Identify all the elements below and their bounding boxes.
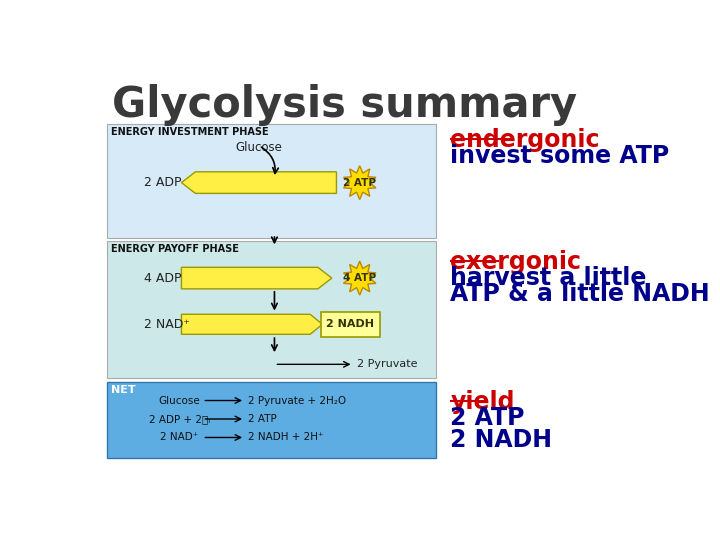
Text: 2 ADP + 2Ⓟᵢ: 2 ADP + 2Ⓟᵢ xyxy=(148,414,210,424)
Text: NET: NET xyxy=(111,385,135,395)
Text: ATP & a little NADH: ATP & a little NADH xyxy=(451,282,710,306)
Text: ENERGY PAYOFF PHASE: ENERGY PAYOFF PHASE xyxy=(111,244,239,254)
Text: yield: yield xyxy=(451,390,515,414)
Polygon shape xyxy=(181,267,332,289)
Polygon shape xyxy=(181,314,323,334)
Text: 2 ATP: 2 ATP xyxy=(343,178,376,187)
Polygon shape xyxy=(181,172,336,193)
Text: endergonic: endergonic xyxy=(451,128,600,152)
Text: Glucose: Glucose xyxy=(158,395,200,406)
Text: ENERGY INVESTMENT PHASE: ENERGY INVESTMENT PHASE xyxy=(111,127,269,137)
Text: 4 ATP: 4 ATP xyxy=(343,273,377,283)
Text: invest some ATP: invest some ATP xyxy=(451,144,670,168)
Text: 2 ATP: 2 ATP xyxy=(248,414,277,424)
Text: Glucose: Glucose xyxy=(235,141,282,154)
FancyBboxPatch shape xyxy=(107,124,436,238)
Text: 2 Pyruvate + 2H₂O: 2 Pyruvate + 2H₂O xyxy=(248,395,346,406)
FancyBboxPatch shape xyxy=(107,241,436,378)
FancyBboxPatch shape xyxy=(321,312,380,336)
Text: 2 NADH: 2 NADH xyxy=(326,319,374,329)
Polygon shape xyxy=(343,261,376,295)
Text: 2 NADH + 2H⁺: 2 NADH + 2H⁺ xyxy=(248,433,323,442)
Text: harvest a little: harvest a little xyxy=(451,266,647,290)
Text: 2 NAD⁺: 2 NAD⁺ xyxy=(160,433,198,442)
Text: 2 ADP: 2 ADP xyxy=(144,176,181,189)
Text: Glycolysis summary: Glycolysis summary xyxy=(112,84,577,126)
Text: exergonic: exergonic xyxy=(451,249,581,274)
Text: 2 Pyruvate: 2 Pyruvate xyxy=(356,359,417,369)
Text: 2 NADH: 2 NADH xyxy=(451,428,552,452)
Text: 2 ATP: 2 ATP xyxy=(451,406,525,430)
FancyBboxPatch shape xyxy=(107,382,436,457)
Text: 2 NAD⁺: 2 NAD⁺ xyxy=(144,318,190,331)
Text: 4 ADP: 4 ADP xyxy=(144,272,181,285)
Polygon shape xyxy=(343,166,376,200)
